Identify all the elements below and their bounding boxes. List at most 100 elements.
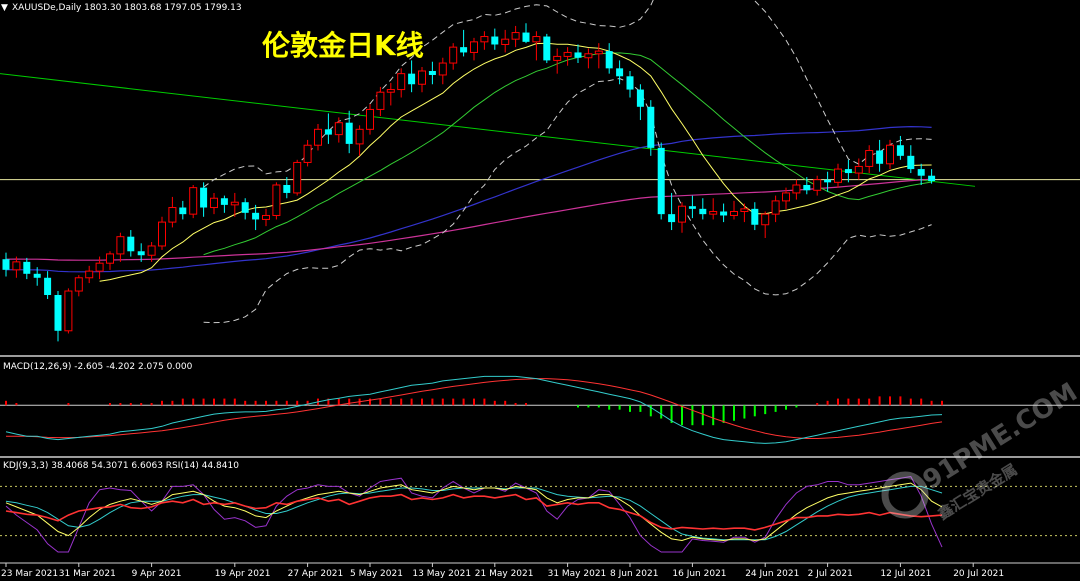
- candle[interactable]: [865, 145, 874, 174]
- candle[interactable]: [688, 195, 696, 219]
- candle[interactable]: [771, 195, 780, 223]
- candle[interactable]: [480, 31, 489, 50]
- candle[interactable]: [470, 37, 478, 61]
- candle[interactable]: [803, 177, 811, 195]
- candle[interactable]: [2, 252, 10, 277]
- candle[interactable]: [230, 192, 239, 217]
- candle[interactable]: [418, 67, 426, 93]
- candle[interactable]: [491, 28, 499, 50]
- candle[interactable]: [376, 86, 385, 117]
- candle[interactable]: [605, 43, 613, 74]
- candle[interactable]: [397, 68, 406, 98]
- kdj-pane[interactable]: [0, 476, 1080, 553]
- candle[interactable]: [438, 57, 447, 85]
- candle[interactable]: [137, 243, 145, 262]
- macd-pane[interactable]: [0, 375, 1080, 444]
- candle[interactable]: [543, 33, 551, 64]
- candle[interactable]: [636, 84, 644, 121]
- candle[interactable]: [127, 230, 135, 257]
- candle[interactable]: [668, 192, 676, 231]
- candle[interactable]: [314, 124, 322, 151]
- candle[interactable]: [532, 31, 541, 61]
- candle[interactable]: [293, 159, 302, 196]
- candle[interactable]: [44, 271, 52, 299]
- candle[interactable]: [241, 198, 249, 220]
- candle[interactable]: [179, 200, 187, 220]
- candle[interactable]: [460, 29, 468, 57]
- candle[interactable]: [386, 82, 395, 106]
- candle[interactable]: [85, 265, 94, 284]
- candle[interactable]: [252, 204, 260, 231]
- candle[interactable]: [876, 139, 884, 172]
- candle[interactable]: [74, 275, 83, 297]
- candle[interactable]: [844, 159, 852, 183]
- candle[interactable]: [220, 195, 228, 213]
- price-pane[interactable]: [0, 0, 1080, 342]
- candle[interactable]: [33, 267, 41, 286]
- candle[interactable]: [324, 113, 332, 144]
- candle[interactable]: [511, 25, 520, 48]
- candle[interactable]: [355, 125, 364, 156]
- candle[interactable]: [907, 145, 915, 174]
- candle[interactable]: [408, 60, 416, 93]
- candle[interactable]: [917, 163, 925, 185]
- candle[interactable]: [262, 208, 270, 227]
- candle[interactable]: [574, 44, 582, 64]
- candle[interactable]: [168, 196, 177, 228]
- candle[interactable]: [720, 203, 728, 223]
- candle[interactable]: [616, 60, 624, 85]
- candle[interactable]: [584, 48, 593, 69]
- candle[interactable]: [647, 100, 655, 156]
- candle[interactable]: [834, 163, 842, 188]
- candle-body: [480, 36, 489, 43]
- candle[interactable]: [896, 135, 904, 160]
- candle[interactable]: [158, 216, 166, 250]
- candle[interactable]: [116, 232, 125, 262]
- candle[interactable]: [210, 192, 218, 215]
- candle[interactable]: [189, 184, 198, 219]
- candle[interactable]: [886, 139, 894, 170]
- macd-header: MACD(12,26,9) -2.605 -4.202 2.075 0.000: [3, 362, 193, 372]
- candle[interactable]: [200, 182, 208, 217]
- candle[interactable]: [12, 256, 21, 278]
- candle[interactable]: [678, 202, 686, 233]
- candle[interactable]: [792, 179, 801, 200]
- ma-fast-line: [99, 42, 932, 282]
- candle[interactable]: [699, 198, 707, 220]
- rsi-line: [5, 493, 943, 531]
- candle[interactable]: [854, 158, 863, 180]
- candle[interactable]: [501, 29, 510, 53]
- candle[interactable]: [553, 48, 562, 74]
- candle[interactable]: [334, 117, 343, 143]
- candle[interactable]: [428, 61, 436, 85]
- candle[interactable]: [303, 139, 312, 167]
- candle[interactable]: [782, 187, 790, 209]
- candle[interactable]: [54, 291, 62, 342]
- candle[interactable]: [449, 43, 458, 70]
- candle[interactable]: [366, 104, 374, 135]
- candle[interactable]: [283, 177, 291, 199]
- candle[interactable]: [813, 175, 822, 196]
- candle[interactable]: [106, 251, 114, 270]
- trend-line[interactable]: [0, 73, 976, 187]
- candle[interactable]: [730, 200, 738, 220]
- candle[interactable]: [761, 211, 770, 239]
- candle[interactable]: [928, 169, 936, 184]
- candle[interactable]: [95, 256, 104, 280]
- candle[interactable]: [64, 288, 73, 334]
- candle[interactable]: [522, 23, 530, 44]
- candle[interactable]: [751, 202, 759, 231]
- candle-body: [876, 150, 884, 164]
- candle[interactable]: [709, 198, 718, 220]
- candle[interactable]: [147, 241, 156, 262]
- candle[interactable]: [272, 182, 281, 220]
- candle[interactable]: [657, 142, 665, 220]
- candle[interactable]: [626, 70, 634, 98]
- candle[interactable]: [563, 47, 572, 66]
- candle[interactable]: [594, 43, 603, 69]
- candle[interactable]: [345, 110, 353, 154]
- dropdown-marker-icon[interactable]: ▼: [1, 3, 8, 13]
- candle[interactable]: [824, 171, 832, 192]
- candle[interactable]: [23, 257, 31, 280]
- candle[interactable]: [740, 203, 749, 223]
